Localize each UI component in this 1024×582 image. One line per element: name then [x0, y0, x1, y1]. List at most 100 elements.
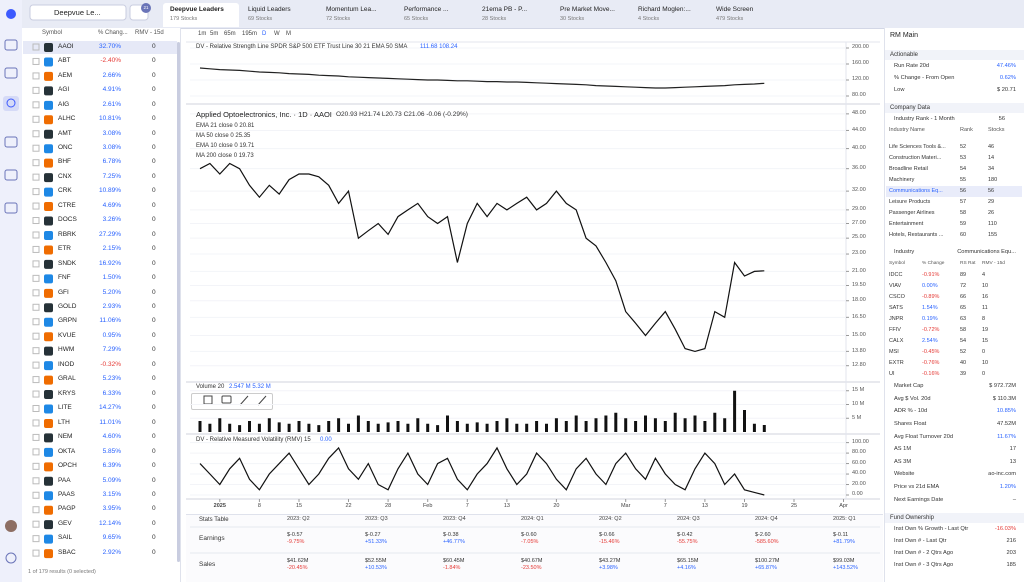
symbol[interactable]: INOD [58, 360, 75, 368]
tab-title[interactable]: Liquid Leaders [248, 5, 291, 13]
ticker-logo [44, 375, 53, 385]
tab-title[interactable]: Deepvue Leaders [170, 5, 224, 13]
symbol[interactable]: SAIL [58, 534, 73, 542]
indicator-legend: EMA 10 close 0 19.71 [196, 143, 255, 149]
symbol[interactable]: SBAC [58, 548, 76, 556]
tab-title[interactable]: Richard Moglen:... [638, 5, 691, 13]
symbol[interactable]: PAGP [58, 505, 76, 513]
symbol[interactable]: CTRE [58, 201, 76, 209]
industry-cell: Machinery [889, 177, 915, 184]
symbol[interactable]: HWM [58, 346, 75, 354]
symbol[interactable]: PAAS [58, 491, 75, 498]
symbol[interactable]: RBRK [58, 230, 77, 238]
y-tick-label: 200.00 [852, 44, 869, 51]
symbol[interactable]: GRAL [58, 375, 76, 383]
nav-icon-active[interactable] [3, 96, 19, 111]
ticker-logo [44, 43, 53, 52]
peer-cell: 0 [982, 371, 986, 378]
bar [257, 423, 261, 432]
timeframe[interactable]: 5m [210, 31, 219, 37]
tool[interactable] [221, 395, 232, 404]
symbol[interactable]: AMT [58, 129, 72, 137]
tab-title[interactable]: Wide Screen [716, 5, 754, 13]
nav-icon[interactable] [4, 39, 18, 51]
symbol[interactable]: OPCH [58, 462, 77, 470]
symbol[interactable]: FNF [58, 274, 71, 282]
symbol[interactable]: ETR [58, 245, 71, 253]
highlight-industry [886, 186, 1022, 197]
symbol[interactable]: ALHC [58, 115, 76, 123]
symbol[interactable]: AAOI [58, 42, 74, 50]
symbol[interactable]: CNX [58, 172, 72, 180]
cell-change: -23.50% [521, 565, 542, 572]
bar [347, 423, 350, 432]
tab-count: 30 Stocks [560, 16, 585, 23]
symbol[interactable]: KVUE [58, 331, 76, 339]
symbol[interactable]: GFI [58, 288, 69, 296]
checkbox [32, 433, 40, 441]
tab-title[interactable]: 21ema PB - P... [482, 5, 528, 13]
y-tick-label: 80.00 [852, 449, 866, 456]
symbol[interactable]: OKTA [58, 447, 76, 455]
symbol[interactable]: AEM [58, 71, 73, 79]
bar [297, 421, 301, 432]
panel-title[interactable]: RM Main [890, 31, 919, 39]
timeframe[interactable]: 1m [198, 31, 207, 37]
ticker-logo [44, 433, 53, 443]
timeframe[interactable]: 65m [224, 31, 236, 37]
tab-title[interactable]: Performance ... [404, 5, 449, 13]
tab-title[interactable]: Pre Market Move... [560, 5, 615, 13]
peer-cell: CALX [889, 338, 904, 345]
timeframe[interactable]: M [286, 31, 291, 37]
bar [287, 423, 291, 432]
symbol[interactable]: AIG [58, 100, 70, 108]
symbol[interactable]: GRPN [58, 317, 77, 325]
nav-icon[interactable] [4, 169, 18, 181]
checkbox [32, 57, 40, 65]
percent-change: 6.33% [102, 389, 121, 397]
symbol[interactable]: LITE [58, 404, 72, 412]
symbol[interactable]: GOLD [58, 303, 77, 311]
tab-title[interactable]: Momentum Lea... [326, 5, 377, 13]
column-header: % Change [922, 260, 945, 266]
nav-icon[interactable] [5, 552, 17, 564]
industry-cell: 55 [960, 177, 967, 184]
timeframe[interactable]: 195m [242, 31, 258, 37]
section-header [885, 513, 1024, 523]
checkbox [32, 549, 40, 557]
bar [228, 423, 232, 432]
symbol[interactable]: ONC [58, 143, 73, 151]
nav-icon[interactable] [4, 136, 18, 148]
timeframe[interactable]: D [262, 31, 267, 37]
bar [485, 423, 489, 432]
tool[interactable] [257, 395, 267, 406]
ticker-logo [44, 549, 53, 559]
nav-icon[interactable] [4, 202, 18, 214]
symbol[interactable]: SNDK [58, 259, 77, 267]
peer-cell: MSI [889, 349, 899, 356]
symbol[interactable]: AGI [58, 86, 70, 94]
checkbox [32, 43, 40, 51]
cell-change: +4.16% [677, 565, 696, 572]
symbol[interactable]: CRK [58, 187, 72, 195]
symbol[interactable]: NEM [58, 433, 73, 441]
avatar[interactable] [5, 520, 17, 532]
symbol[interactable]: PAA [58, 476, 71, 484]
checkbox [32, 462, 40, 470]
symbol[interactable]: GEV [58, 519, 72, 527]
tool[interactable] [203, 395, 213, 405]
timeframe[interactable]: W [274, 31, 280, 37]
tool[interactable] [239, 395, 249, 406]
bar [495, 421, 499, 432]
watchlist-selector[interactable] [29, 4, 127, 21]
symbol[interactable]: DOCS [58, 216, 77, 224]
symbol[interactable]: KRYS [58, 389, 76, 397]
symbol[interactable]: BHF [58, 158, 71, 166]
cell-value: $43.27M [599, 558, 621, 565]
watchlist-name[interactable]: Deepvue Le... [54, 8, 101, 18]
symbol[interactable]: ABT [58, 57, 71, 65]
symbol[interactable]: LTH [58, 418, 70, 426]
percent-change: 5.23% [102, 375, 121, 383]
checkbox [32, 405, 40, 412]
nav-icon[interactable] [4, 67, 18, 79]
